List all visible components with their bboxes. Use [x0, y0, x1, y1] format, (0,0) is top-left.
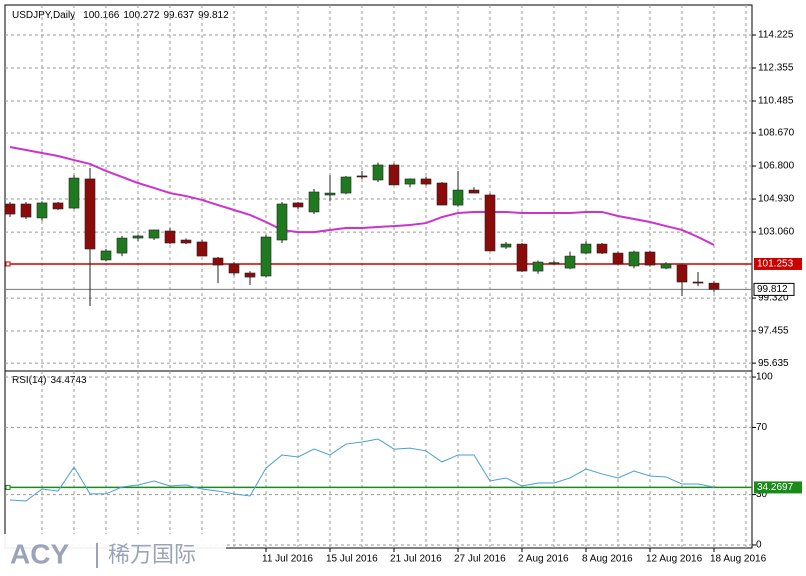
x-tick-label: 21 Jul 2016 — [390, 554, 442, 565]
candle-body — [612, 252, 624, 265]
rsi-title: RSI(14) 34.4743 — [12, 375, 87, 386]
candle-body — [228, 263, 240, 274]
candle-body — [628, 251, 640, 267]
candle-body — [564, 255, 576, 269]
close-value: 99.812 — [198, 10, 229, 21]
candle-body — [580, 243, 592, 254]
candle-body — [20, 203, 32, 218]
y-tick-label: 114.225 — [758, 30, 794, 41]
candle-body — [516, 243, 528, 272]
x-tick-label: 18 Aug 2016 — [710, 554, 767, 565]
price-label: 99.812 — [757, 284, 788, 295]
rsi-value: 34.4743 — [50, 375, 87, 386]
candle-body — [52, 202, 64, 210]
candle-body — [692, 281, 704, 284]
candle-body — [484, 194, 496, 252]
y-tick-label: 95.635 — [758, 358, 789, 369]
candle-body — [340, 176, 352, 194]
candle-body — [148, 229, 160, 239]
candle-body — [388, 164, 400, 186]
candle-body — [292, 202, 304, 208]
x-tick-label: 27 Jul 2016 — [454, 554, 506, 565]
open-value: 100.166 — [83, 10, 120, 21]
candle-body — [180, 239, 192, 244]
x-tick-label: 11 Jul 2016 — [262, 554, 313, 565]
rsi-line — [9, 438, 715, 502]
y-tick-label: 110.485 — [758, 96, 794, 107]
candle-body — [356, 175, 368, 178]
rsi-tick-label: 70 — [756, 422, 768, 433]
y-tick-label: 97.455 — [758, 326, 789, 337]
plot-frame — [4, 4, 753, 549]
x-tick-label: 2 Aug 2016 — [518, 554, 569, 565]
candle-body — [84, 178, 96, 250]
candle-body — [372, 164, 384, 181]
level-label-bg — [754, 257, 802, 270]
low-value: 99.637 — [163, 10, 194, 21]
candle-body — [548, 262, 560, 264]
watermark-brand: ACY — [10, 538, 69, 569]
candle-body — [212, 257, 224, 266]
candle-body — [196, 241, 208, 257]
y-tick-label: 103.060 — [758, 227, 795, 238]
rsi-tick-label: 0 — [756, 540, 762, 551]
candle-body — [420, 178, 432, 185]
x-tick-label: 8 Aug 2016 — [582, 554, 633, 565]
y-tick-label: 104.930 — [758, 194, 795, 205]
candle-body — [452, 189, 464, 206]
candle-body — [404, 178, 416, 185]
candle-body — [68, 177, 80, 209]
y-tick-label: 99.320 — [758, 293, 789, 304]
candle-body — [708, 282, 720, 290]
rsi-tick-label: 30 — [756, 489, 768, 500]
candle-body — [532, 261, 544, 272]
candle-body — [644, 251, 656, 266]
symbol: USDJPY,Daily — [12, 10, 75, 21]
rsi-name: RSI(14) — [12, 375, 46, 386]
rsi-tick-label: 100 — [756, 372, 773, 383]
candle-body — [36, 202, 48, 219]
candle-body — [436, 182, 448, 206]
candle-body — [244, 272, 256, 278]
price-label-bg — [753, 282, 795, 296]
candle-body — [468, 189, 480, 194]
chart-header: USDJPY,Daily 100.166 100.272 99.637 99.812 — [12, 10, 229, 21]
candle-body — [324, 192, 336, 196]
x-tick-label: 15 Jul 2016 — [326, 554, 378, 565]
watermark-name: 稀万国际 — [108, 542, 196, 567]
candle-body — [308, 191, 320, 213]
y-tick-label: 106.800 — [758, 161, 795, 172]
candle-body — [676, 264, 688, 283]
rsi-level-label: 34.2697 — [757, 482, 794, 493]
rsi-level-label-bg — [754, 481, 802, 494]
candle-body — [276, 203, 288, 241]
high-value: 100.272 — [123, 10, 160, 21]
level-label: 101.253 — [757, 259, 794, 270]
candle-body — [4, 203, 16, 215]
level-handle — [5, 261, 11, 267]
candle-body — [116, 237, 128, 254]
candle-body — [164, 230, 176, 244]
y-tick-label: 108.670 — [758, 128, 795, 139]
watermark: ACY 稀万国际 — [0, 534, 226, 576]
candle-body — [596, 243, 608, 254]
x-tick-label: 12 Aug 2016 — [646, 554, 703, 565]
moving-average — [9, 146, 715, 246]
watermark-bg — [0, 534, 226, 576]
candle-body — [260, 236, 272, 277]
candle-body — [500, 243, 512, 248]
candle-body — [132, 235, 144, 239]
rsi-level-handle — [5, 484, 11, 490]
y-tick-label: 112.355 — [758, 63, 794, 74]
candle-body — [100, 250, 112, 261]
candle-body — [660, 263, 672, 269]
